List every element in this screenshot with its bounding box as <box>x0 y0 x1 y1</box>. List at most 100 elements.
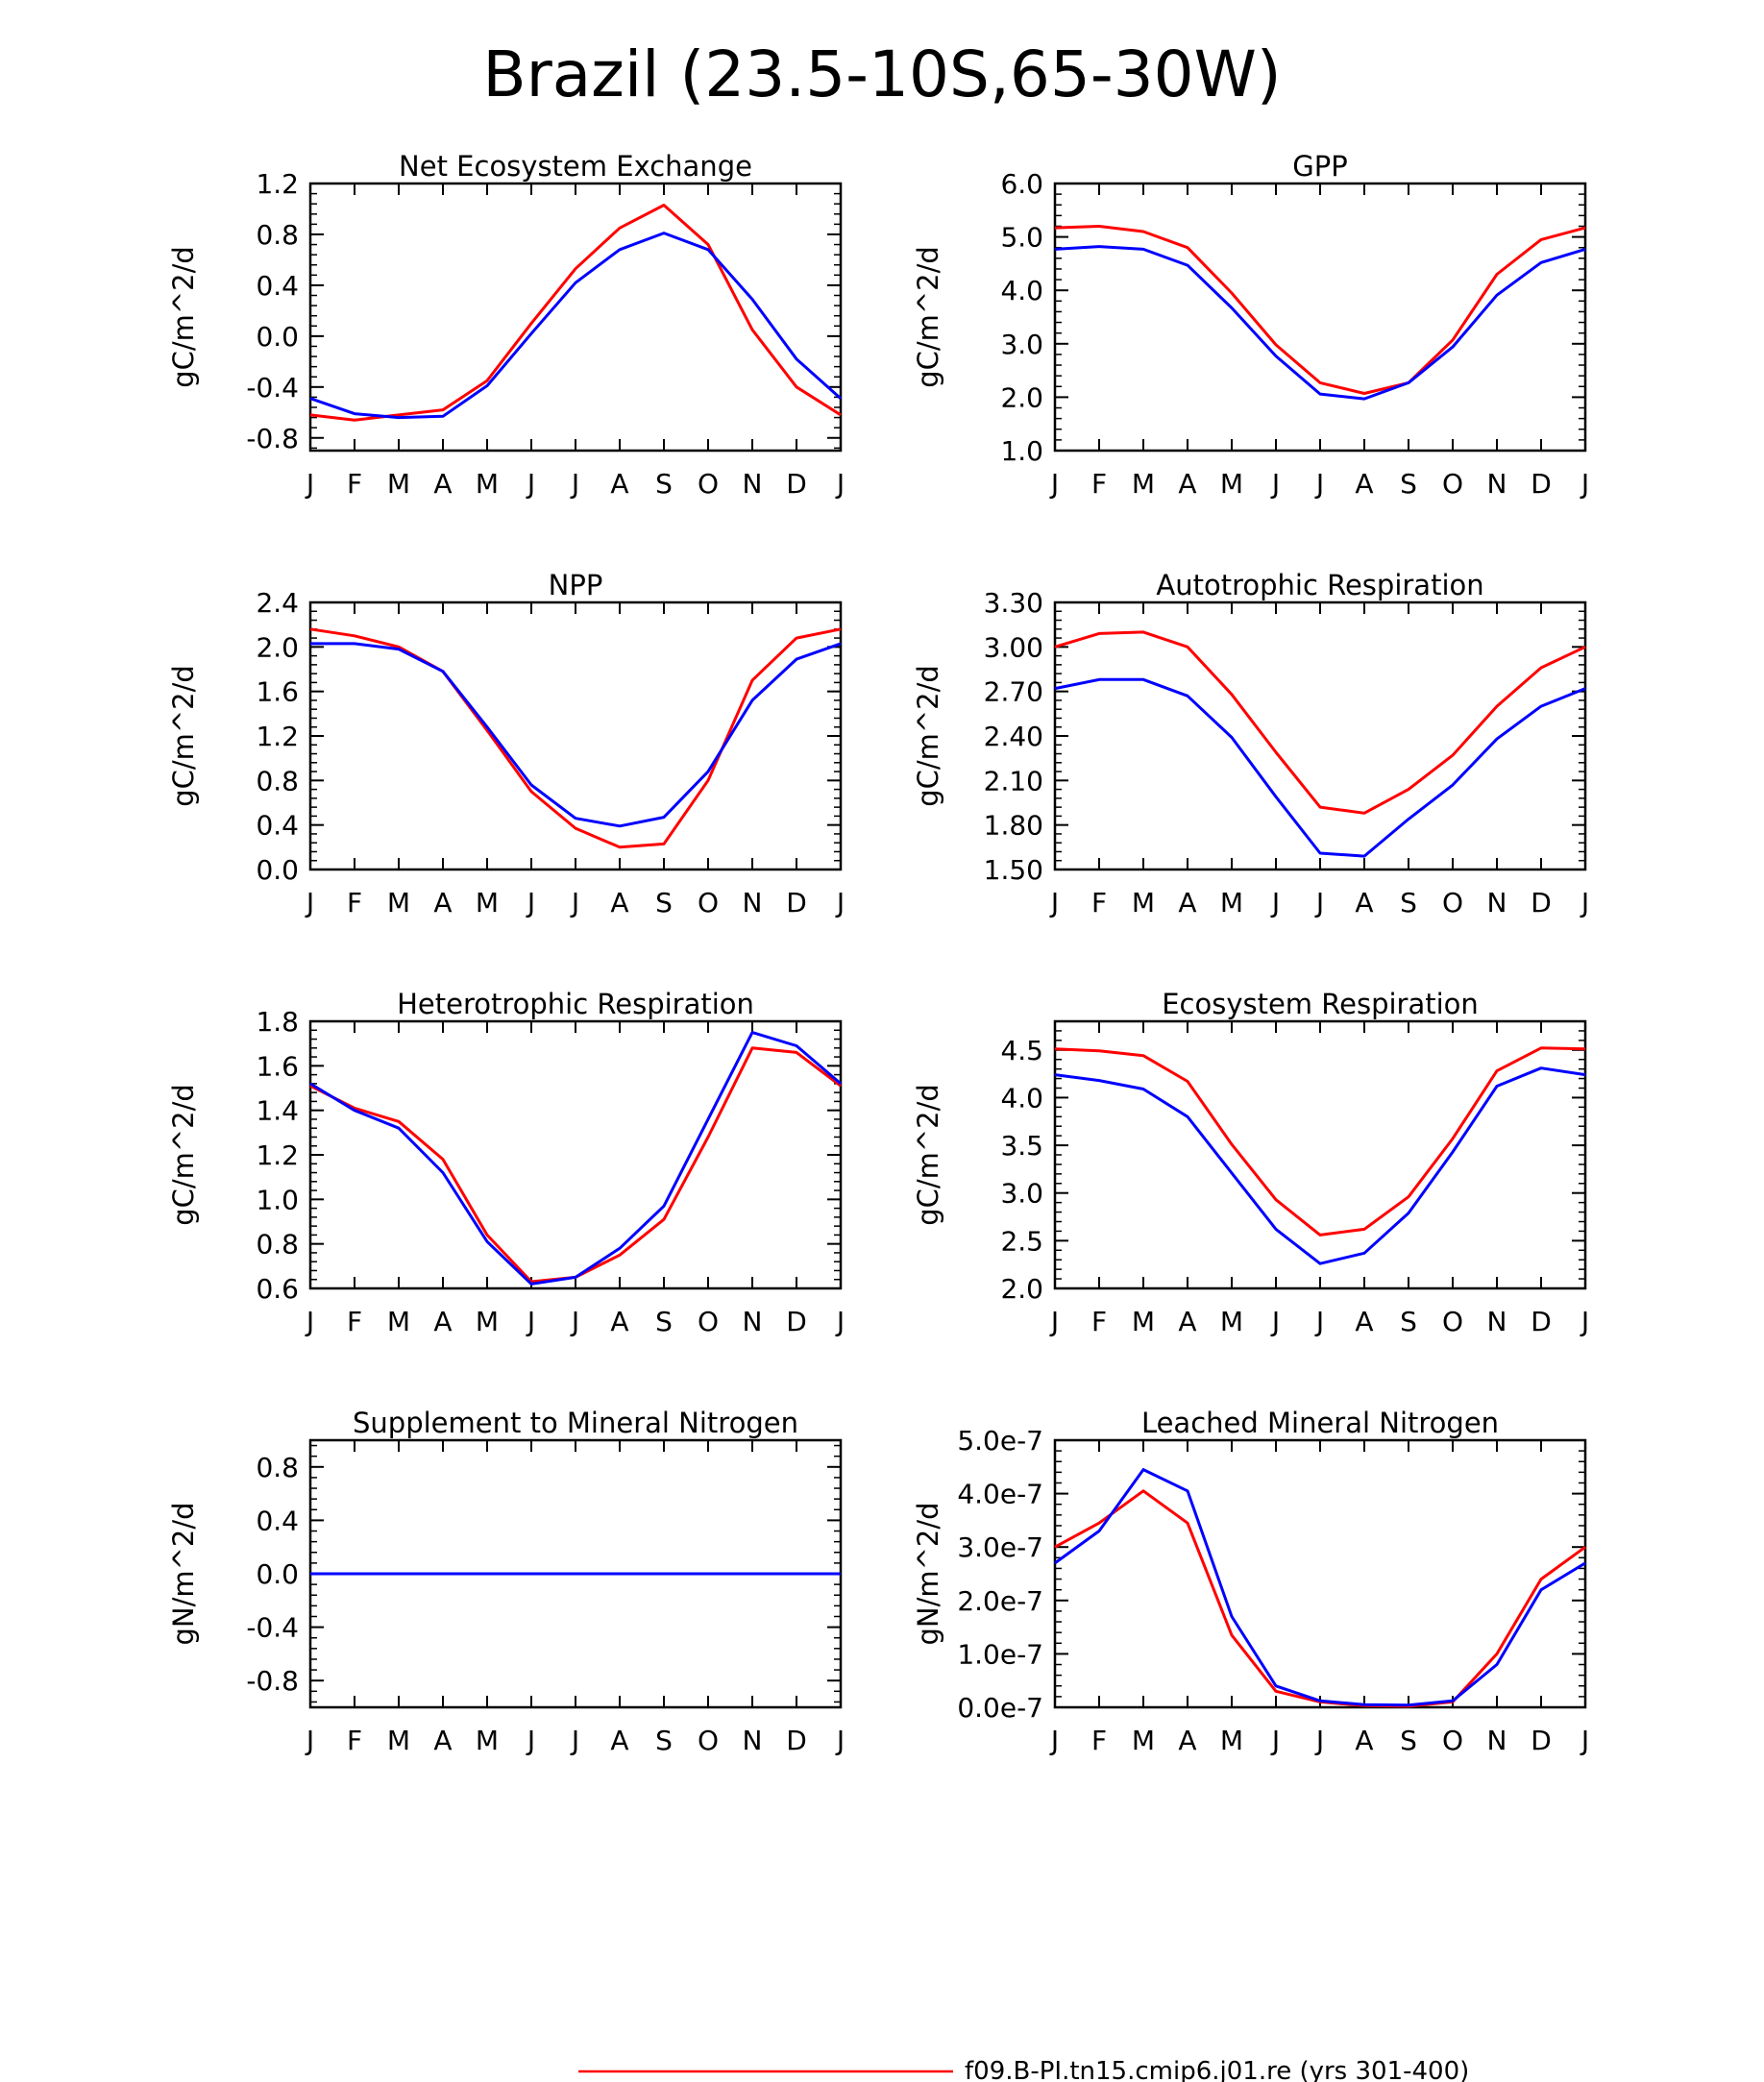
y-tick-label: 2.10 <box>984 765 1043 796</box>
x-tick-label: J <box>570 468 579 500</box>
x-tick-label: J <box>1580 1725 1589 1756</box>
x-tick-label: J <box>526 1306 535 1337</box>
y-axis-label: gC/m^2/d <box>167 246 200 388</box>
x-tick-label: A <box>610 887 628 919</box>
panel-title: Leached Mineral Nitrogen <box>1141 1407 1499 1439</box>
x-tick-label: D <box>1531 1725 1552 1756</box>
x-tick-label: A <box>1178 887 1196 919</box>
chart-panel: Supplement to Mineral Nitrogen gN/m^2/d J F… <box>167 1407 845 1756</box>
y-tick-label: 2.40 <box>984 721 1043 752</box>
y-tick-label: 3.0 <box>1000 1178 1043 1210</box>
y-tick-label: 4.5 <box>1000 1035 1043 1066</box>
x-tick-label: J <box>1049 1306 1059 1337</box>
x-tick-label: F <box>1091 468 1107 500</box>
y-tick-label: 5.0 <box>1000 222 1043 254</box>
x-tick-label: M <box>1132 887 1155 919</box>
series-line-blue <box>1054 245 1586 401</box>
y-tick-label: -0.8 <box>246 423 299 454</box>
x-tick-label: J <box>305 1725 314 1756</box>
x-tick-label: J <box>526 887 535 919</box>
y-tick-label: 0.8 <box>256 1229 299 1261</box>
x-tick-label: A <box>1178 1306 1196 1337</box>
y-tick-label: 2.5 <box>1000 1225 1043 1257</box>
y-axis-label: gC/m^2/d <box>912 1084 944 1226</box>
series-line-blue <box>1054 1066 1586 1265</box>
y-axis-label: gC/m^2/d <box>167 665 200 807</box>
x-tick-label: F <box>1091 1306 1107 1337</box>
x-tick-label: M <box>1220 468 1243 500</box>
series-line-blue <box>309 1031 842 1286</box>
y-tick-label: -0.4 <box>246 1612 299 1644</box>
x-tick-label: M <box>1132 1306 1155 1337</box>
x-tick-label: F <box>347 887 362 919</box>
x-tick-label: N <box>743 468 763 500</box>
series-line-red <box>1054 1489 1586 1708</box>
y-tick-label: 3.0e-7 <box>957 1531 1043 1563</box>
panel-title: GPP <box>1292 150 1347 183</box>
x-tick-label: J <box>305 1306 314 1337</box>
series-line-blue <box>309 232 842 420</box>
panel-title: NPP <box>549 569 603 601</box>
x-tick-label: N <box>743 1725 763 1756</box>
x-tick-label: D <box>1531 887 1552 919</box>
y-tick-label: 1.0 <box>256 1184 299 1215</box>
x-tick-label: J <box>1049 887 1059 919</box>
x-tick-label: M <box>476 468 499 500</box>
x-tick-label: J <box>1314 1306 1324 1337</box>
x-tick-label: J <box>1580 1306 1589 1337</box>
x-tick-label: J <box>835 1306 845 1337</box>
x-tick-label: M <box>387 887 410 919</box>
x-tick-label: A <box>1178 468 1196 500</box>
panel-title: Net Ecosystem Exchange <box>399 150 752 183</box>
x-tick-label: M <box>387 1306 410 1337</box>
y-tick-label: 2.0 <box>1000 381 1043 413</box>
x-tick-label: O <box>1442 1306 1463 1337</box>
legend-label: f09.B-PI.tn15.cmip6.j01.re (yrs 301-400) <box>965 2057 1469 2082</box>
x-tick-label: J <box>526 1725 535 1756</box>
y-tick-label: -0.8 <box>246 1665 299 1697</box>
x-tick-label: O <box>698 1725 719 1756</box>
x-tick-label: S <box>655 1306 673 1337</box>
x-tick-label: M <box>1132 1725 1155 1756</box>
y-tick-label: 1.0 <box>1000 435 1043 467</box>
x-tick-label: A <box>1355 1725 1373 1756</box>
x-tick-label: F <box>1091 887 1107 919</box>
x-tick-label: M <box>1220 1306 1243 1337</box>
x-tick-label: M <box>476 1725 499 1756</box>
x-tick-label: A <box>433 887 452 919</box>
y-axis-label: gC/m^2/d <box>912 665 944 807</box>
x-tick-label: M <box>476 1306 499 1337</box>
y-axis-label: gN/m^2/d <box>912 1502 944 1645</box>
x-tick-label: J <box>1580 468 1589 500</box>
x-tick-label: J <box>570 1725 579 1756</box>
x-tick-label: J <box>1270 887 1280 919</box>
x-tick-label: D <box>786 1725 807 1756</box>
x-tick-label: J <box>835 887 845 919</box>
x-tick-label: O <box>1442 887 1463 919</box>
x-tick-label: N <box>743 887 763 919</box>
x-tick-label: S <box>1400 887 1417 919</box>
series-line-red <box>309 627 842 849</box>
x-tick-label: A <box>1355 468 1373 500</box>
x-tick-label: J <box>835 468 845 500</box>
y-tick-label: 4.0 <box>1000 275 1043 306</box>
x-tick-label: A <box>1355 1306 1373 1337</box>
plot-frame <box>308 1019 843 1290</box>
x-tick-label: S <box>1400 1725 1417 1756</box>
x-tick-label: O <box>698 1306 719 1337</box>
y-axis-label: gC/m^2/d <box>912 246 944 388</box>
series-line-red <box>309 1046 842 1284</box>
y-tick-label: -0.4 <box>246 372 299 404</box>
x-tick-label: S <box>655 887 673 919</box>
y-tick-label: 0.8 <box>256 765 299 796</box>
y-tick-label: 0.4 <box>256 810 299 842</box>
y-tick-label: 4.0e-7 <box>957 1479 1043 1510</box>
x-tick-label: N <box>1487 1306 1507 1337</box>
plot-frame <box>1053 1019 1587 1290</box>
y-tick-label: 1.4 <box>256 1095 299 1127</box>
x-tick-label: J <box>1270 1725 1280 1756</box>
x-tick-label: N <box>743 1306 763 1337</box>
x-tick-label: S <box>1400 1306 1417 1337</box>
